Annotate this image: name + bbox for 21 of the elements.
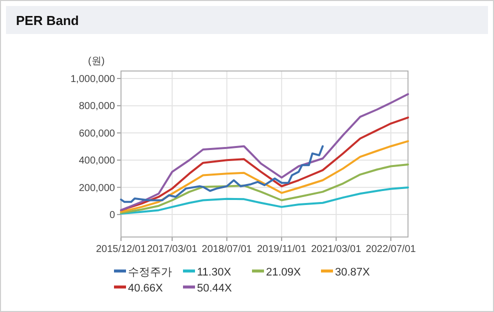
x-tick-label: 2019/11/01 <box>256 244 307 255</box>
x-tick-label: 2017/03/01 <box>147 244 198 255</box>
legend-label: 수정주가 <box>128 266 172 278</box>
legend-label: 30.87X <box>335 266 371 278</box>
y-tick-label: 1,000,000 <box>70 74 116 85</box>
y-tick-label: 200,000 <box>78 182 116 194</box>
x-tick-label: 2021/03/01 <box>311 244 362 255</box>
x-tick-label: 2015/12/01 <box>96 244 146 255</box>
y-axis-title: (원) <box>88 56 105 67</box>
y-tick-label: 600,000 <box>78 128 116 140</box>
y-tick-label: 400,000 <box>78 156 116 167</box>
title: PER Band <box>16 13 79 28</box>
legend-label: 50.44X <box>197 282 233 294</box>
y-tick-label: 800,000 <box>78 101 116 112</box>
x-tick-label: 2022/07/01 <box>366 244 416 255</box>
legend-label: 21.09X <box>266 266 302 278</box>
x-tick-label: 2018/07/01 <box>202 244 252 255</box>
y-tick-label: 0 <box>109 210 116 222</box>
legend-수정주가: 수정주가 <box>114 266 172 278</box>
legend-label: 11.30X <box>197 266 232 278</box>
legend-label: 40.66X <box>128 282 164 294</box>
